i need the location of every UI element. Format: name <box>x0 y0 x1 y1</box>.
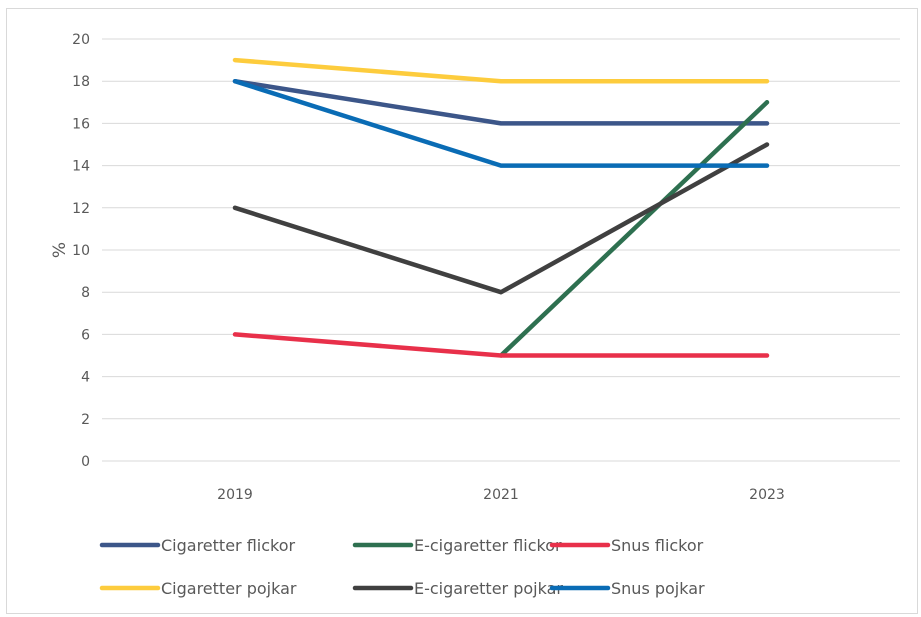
series-line-snus-pojkar <box>232 78 770 168</box>
legend-label-cigaretter-flickor: Cigaretter flickor <box>161 536 296 555</box>
legend-label-cigaretter-pojkar: Cigaretter pojkar <box>161 579 297 598</box>
line-chart: 0 2 4 6 8 10 12 14 16 18 20 2019 2021 2023 % Cigaret… <box>50 32 900 598</box>
y-tick-label: 8 <box>81 285 90 301</box>
y-axis-label: % <box>50 242 70 258</box>
gridlines <box>102 38 900 462</box>
x-axis-ticks: 2019 2021 2023 <box>217 487 785 503</box>
x-tick-label: 2019 <box>217 487 253 503</box>
y-tick-label: 12 <box>72 201 90 217</box>
y-tick-label: 4 <box>81 370 90 386</box>
y-tick-label: 18 <box>72 74 90 90</box>
y-tick-label: 16 <box>72 116 90 132</box>
series-lines <box>232 57 770 358</box>
y-tick-label: 0 <box>81 454 90 470</box>
series-line-cigaretter-flickor <box>232 78 770 126</box>
series-line-snus-flickor <box>232 332 770 358</box>
y-tick-label: 20 <box>72 32 90 48</box>
legend-label-e-cigaretter-flickor: E-cigaretter flickor <box>414 536 562 555</box>
x-tick-label: 2021 <box>483 487 519 503</box>
y-tick-label: 14 <box>72 159 90 175</box>
x-tick-label: 2023 <box>749 487 785 503</box>
series-line-cigaretter-pojkar <box>232 57 770 84</box>
legend-label-snus-flickor: Snus flickor <box>611 536 704 555</box>
legend-label-e-cigaretter-pojkar: E-cigaretter pojkar <box>414 579 563 598</box>
y-tick-label: 10 <box>72 243 90 259</box>
y-tick-label: 6 <box>81 327 90 343</box>
chart-frame: 0 2 4 6 8 10 12 14 16 18 20 2019 2021 2023 % Cigaret… <box>6 8 918 614</box>
legend: Cigaretter flickor E-cigaretter flickor Sn… <box>99 536 705 598</box>
y-tick-label: 2 <box>81 412 90 428</box>
series-line-e-cigaretter-flickor <box>498 100 770 358</box>
legend-label-snus-pojkar: Snus pojkar <box>611 579 705 598</box>
series-line-e-cigaretter-pojkar <box>232 142 770 295</box>
y-axis-ticks: 0 2 4 6 8 10 12 14 16 18 20 <box>72 32 90 470</box>
